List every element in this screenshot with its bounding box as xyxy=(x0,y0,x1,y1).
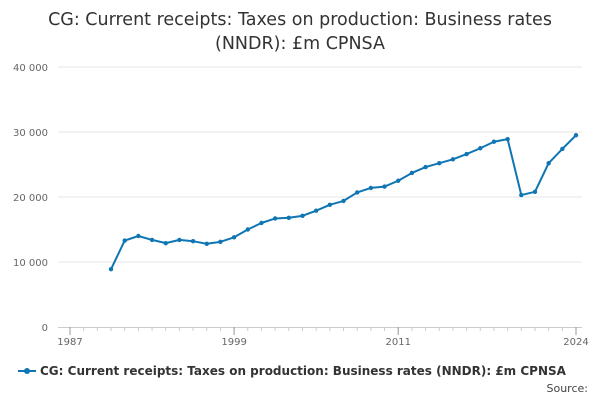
data-point[interactable] xyxy=(204,241,209,246)
data-point[interactable] xyxy=(245,227,250,232)
data-point[interactable] xyxy=(149,237,155,243)
data-point[interactable] xyxy=(368,185,374,191)
data-point[interactable] xyxy=(478,146,483,151)
data-point[interactable] xyxy=(177,237,182,243)
chart-title: CG: Current receipts: Taxes on productio… xyxy=(48,10,552,54)
data-point[interactable] xyxy=(231,235,237,240)
x-tick-label: 2011 xyxy=(385,337,410,348)
data-point[interactable] xyxy=(327,202,333,207)
y-tick-label: 40 000 xyxy=(13,63,48,74)
data-point[interactable] xyxy=(286,215,292,220)
legend-swatch xyxy=(18,365,36,377)
data-point[interactable] xyxy=(259,220,264,226)
data-point[interactable] xyxy=(108,266,114,272)
data-point[interactable] xyxy=(409,170,415,176)
data-point[interactable] xyxy=(136,233,141,239)
x-tick-label: 1999 xyxy=(221,337,246,348)
data-point[interactable] xyxy=(491,139,497,144)
data-point[interactable] xyxy=(122,238,127,243)
data-point[interactable] xyxy=(560,146,565,152)
data-point[interactable] xyxy=(382,184,387,189)
x-tick-labels: 1987 1999 2011 2024 xyxy=(57,337,588,348)
y-tick-label: 20 000 xyxy=(13,193,48,204)
data-point[interactable] xyxy=(190,239,196,244)
series-layer xyxy=(108,133,579,272)
data-point[interactable] xyxy=(464,151,469,157)
data-point[interactable] xyxy=(396,178,401,183)
data-point[interactable] xyxy=(450,157,456,162)
data-point[interactable] xyxy=(437,161,442,166)
x-tick-label: 1987 xyxy=(57,337,82,348)
data-point[interactable] xyxy=(313,208,319,213)
legend-label: CG: Current receipts: Taxes on productio… xyxy=(40,364,566,378)
data-point[interactable] xyxy=(272,216,278,221)
data-point[interactable] xyxy=(519,192,524,198)
legend[interactable]: CG: Current receipts: Taxes on productio… xyxy=(18,364,566,378)
data-point[interactable] xyxy=(300,213,305,219)
data-point[interactable] xyxy=(505,136,510,142)
data-point[interactable] xyxy=(532,189,538,194)
x-tick-label: 2024 xyxy=(563,337,588,348)
y-tick-label: 30 000 xyxy=(13,128,48,139)
y-tick-label: 0 xyxy=(42,323,48,334)
data-point[interactable] xyxy=(341,198,346,204)
source-label: Source: xyxy=(546,382,589,395)
data-point[interactable] xyxy=(546,161,551,166)
axes xyxy=(58,327,582,335)
data-point[interactable] xyxy=(163,240,168,246)
grid-lines xyxy=(58,66,582,263)
y-tick-labels: 0 10 000 20 000 30 000 40 000 xyxy=(13,63,48,334)
data-point[interactable] xyxy=(423,164,428,170)
data-point[interactable] xyxy=(218,239,223,245)
data-point[interactable] xyxy=(354,190,360,195)
data-point[interactable] xyxy=(573,133,579,138)
y-tick-label: 10 000 xyxy=(13,258,48,269)
